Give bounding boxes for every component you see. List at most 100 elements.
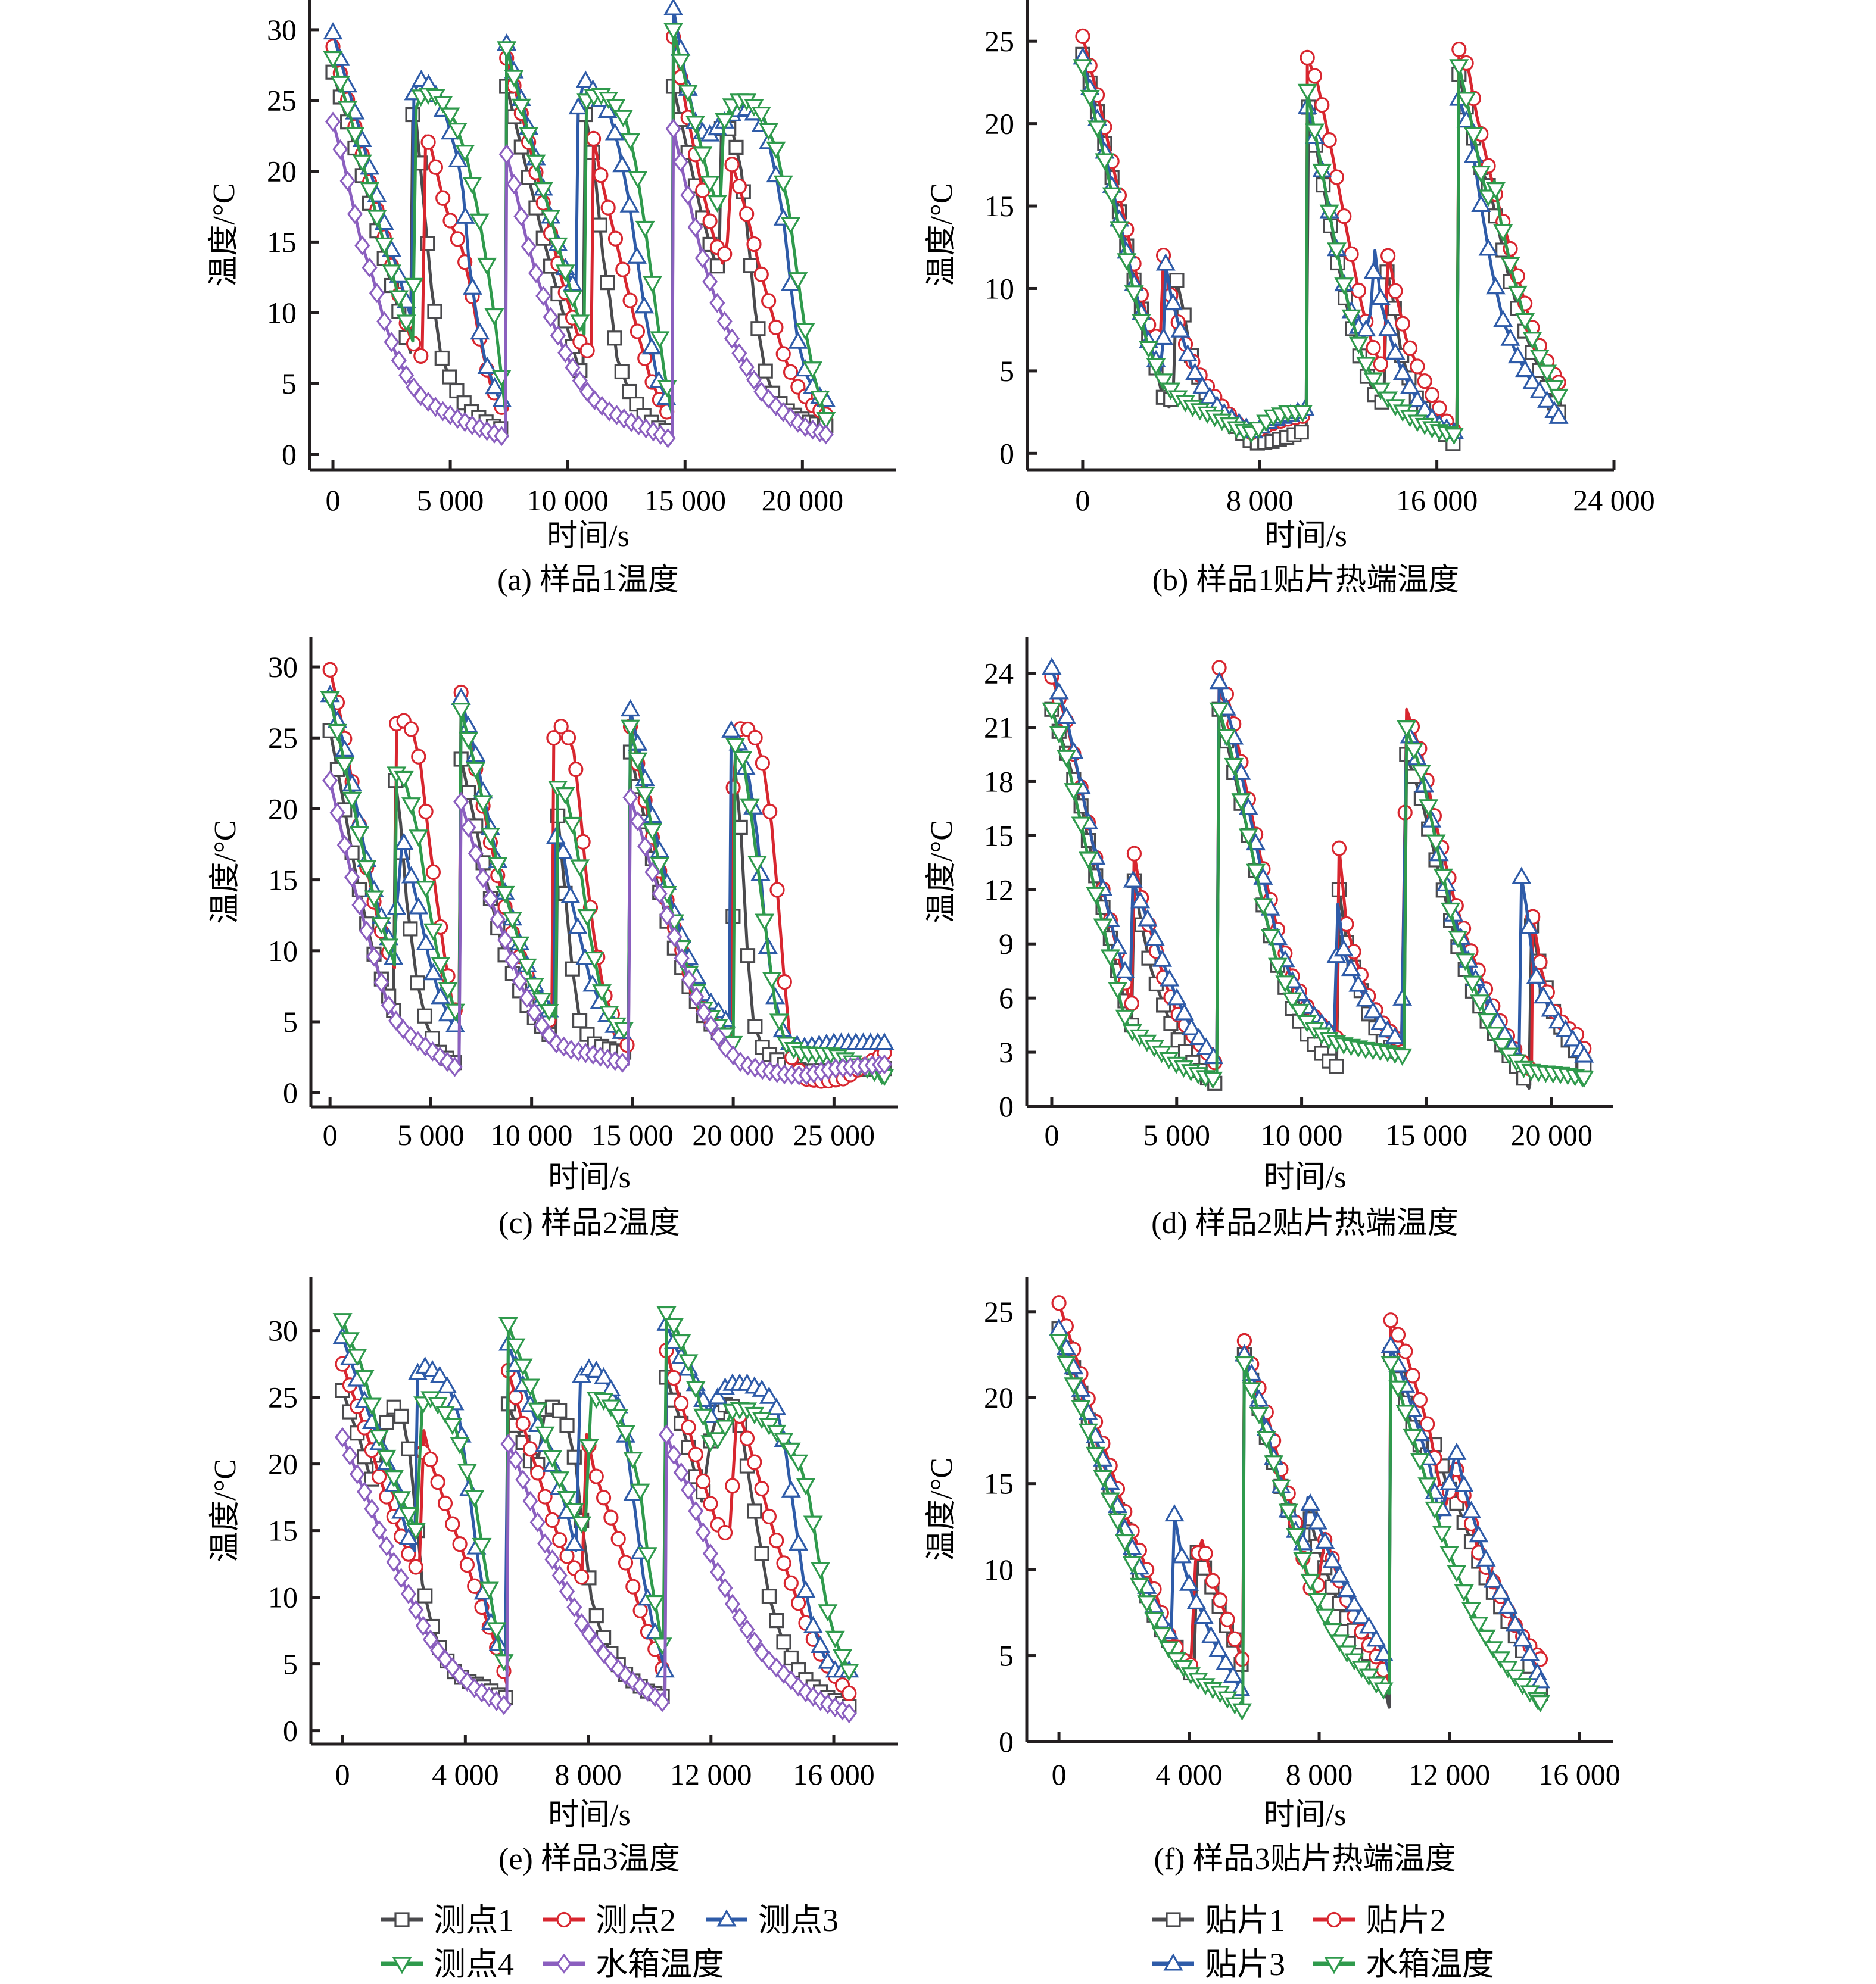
data-point-marker: [1108, 982, 1128, 1000]
data-point-marker: [455, 145, 475, 163]
data-point-marker: [694, 248, 710, 269]
data-point-marker: [1300, 1573, 1320, 1591]
data-point-marker: [354, 1370, 375, 1387]
data-point-marker: [360, 182, 380, 200]
data-point-marker: [479, 1581, 499, 1599]
legend-item: 水箱温度: [1313, 1946, 1494, 1982]
data-point-marker: [614, 364, 630, 380]
data-point-marker: [504, 950, 521, 971]
y-tick-label: 15: [267, 225, 297, 258]
data-point-marker: [359, 921, 375, 941]
data-point-marker: [450, 1437, 470, 1455]
data-point-marker: [1522, 372, 1542, 389]
data-point-marker: [732, 1607, 748, 1628]
data-point-marker: [403, 721, 419, 737]
data-point-marker: [354, 235, 370, 256]
data-point-marker: [418, 803, 434, 820]
y-tick-label: 10: [267, 296, 297, 329]
data-point-marker: [839, 1664, 859, 1682]
data-point-marker: [635, 220, 655, 238]
legend-measurement-points: 测点1 测点2 测点3 测点4 水箱温度: [381, 1902, 839, 1982]
data-point-marker: [1515, 313, 1535, 330]
data-point-marker: [1234, 1356, 1254, 1374]
data-point-marker: [533, 182, 553, 200]
data-point-marker: [599, 1006, 619, 1024]
data-point-marker: [566, 1597, 582, 1618]
legend-label: 测点2: [596, 1902, 676, 1938]
data-point-marker: [555, 787, 575, 805]
data-point-marker: [466, 762, 486, 779]
data-point-marker: [587, 390, 603, 411]
data-point-marker: [1455, 953, 1475, 971]
data-point-marker: [522, 1490, 538, 1511]
data-point-marker: [1329, 1565, 1350, 1583]
data-point-marker: [484, 377, 504, 395]
data-point-marker: [678, 85, 698, 102]
data-point-marker: [570, 314, 590, 332]
data-point-marker: [740, 798, 760, 816]
data-point-marker: [710, 1027, 727, 1047]
data-point-marker: [339, 1332, 360, 1350]
legend-item: 测点3: [706, 1902, 839, 1938]
y-tick-label: 30: [268, 1314, 298, 1347]
data-point-marker: [685, 116, 705, 133]
data-point-marker: [1522, 332, 1542, 350]
data-point-marker: [428, 159, 443, 175]
data-point-marker: [332, 1313, 353, 1331]
data-point-marker: [665, 118, 681, 139]
series-s4: [320, 691, 895, 1087]
data-point-marker: [601, 1399, 621, 1417]
data-point-marker: [621, 699, 641, 717]
data-point-marker: [1534, 986, 1554, 1004]
data-point-marker: [369, 283, 385, 304]
data-point-marker: [416, 881, 436, 899]
chart-panel-d: 0 3 6 9 12 15 18 21 24 0 5 000 10 000 15 000 20 000 时间…: [925, 637, 1613, 1240]
data-point-marker: [622, 292, 638, 308]
data-point-marker: [1171, 1546, 1192, 1564]
x-tick-label: 8 000: [1226, 483, 1294, 517]
data-point-marker: [575, 70, 596, 88]
data-point-marker: [441, 369, 457, 385]
data-point-marker: [671, 54, 691, 71]
data-point-marker: [628, 752, 648, 770]
data-point-marker: [544, 1512, 560, 1528]
data-point-marker: [484, 308, 504, 326]
data-point-marker: [615, 261, 631, 277]
data-point-marker: [702, 1543, 718, 1564]
data-point-marker: [463, 277, 483, 295]
data-point-marker: [625, 1579, 641, 1595]
data-point-marker: [1461, 1501, 1482, 1518]
data-point-marker: [415, 1615, 431, 1636]
data-point-marker: [707, 195, 727, 213]
x-tick-label: 5 000: [397, 1118, 465, 1152]
data-point-marker: [775, 346, 791, 362]
data-point-marker: [1366, 1629, 1386, 1647]
data-point-marker: [592, 217, 607, 233]
data-point-marker: [398, 1507, 419, 1525]
data-point-marker: [802, 361, 822, 379]
data-point-marker: [1049, 1334, 1069, 1352]
y-tick-label: 10: [984, 1553, 1014, 1586]
y-tick-label: 5: [999, 354, 1014, 388]
legend-patches: 贴片1 贴片2 贴片3 水箱温度: [1152, 1902, 1494, 1982]
data-point-marker: [773, 175, 793, 193]
data-point-marker: [450, 231, 465, 247]
data-point-marker: [444, 1657, 460, 1678]
data-point-marker: [816, 411, 836, 429]
y-axis-title: 温度/°C: [925, 820, 959, 924]
data-point-marker: [1548, 1011, 1568, 1029]
y-tick-label: 25: [268, 721, 298, 754]
data-point-marker: [481, 1686, 497, 1707]
data-point-marker: [541, 210, 561, 227]
data-point-marker: [579, 342, 595, 358]
y-tick-label: 0: [999, 436, 1014, 470]
data-point-marker: [642, 823, 662, 841]
data-point-marker: [460, 817, 476, 838]
data-point-marker: [386, 1552, 402, 1573]
data-point-marker: [1056, 1355, 1076, 1373]
data-point-marker: [1155, 253, 1176, 271]
data-point-marker: [673, 1462, 689, 1483]
data-point-marker: [634, 296, 655, 314]
data-point-marker: [534, 1015, 550, 1035]
series-p2: [1051, 1295, 1548, 1683]
